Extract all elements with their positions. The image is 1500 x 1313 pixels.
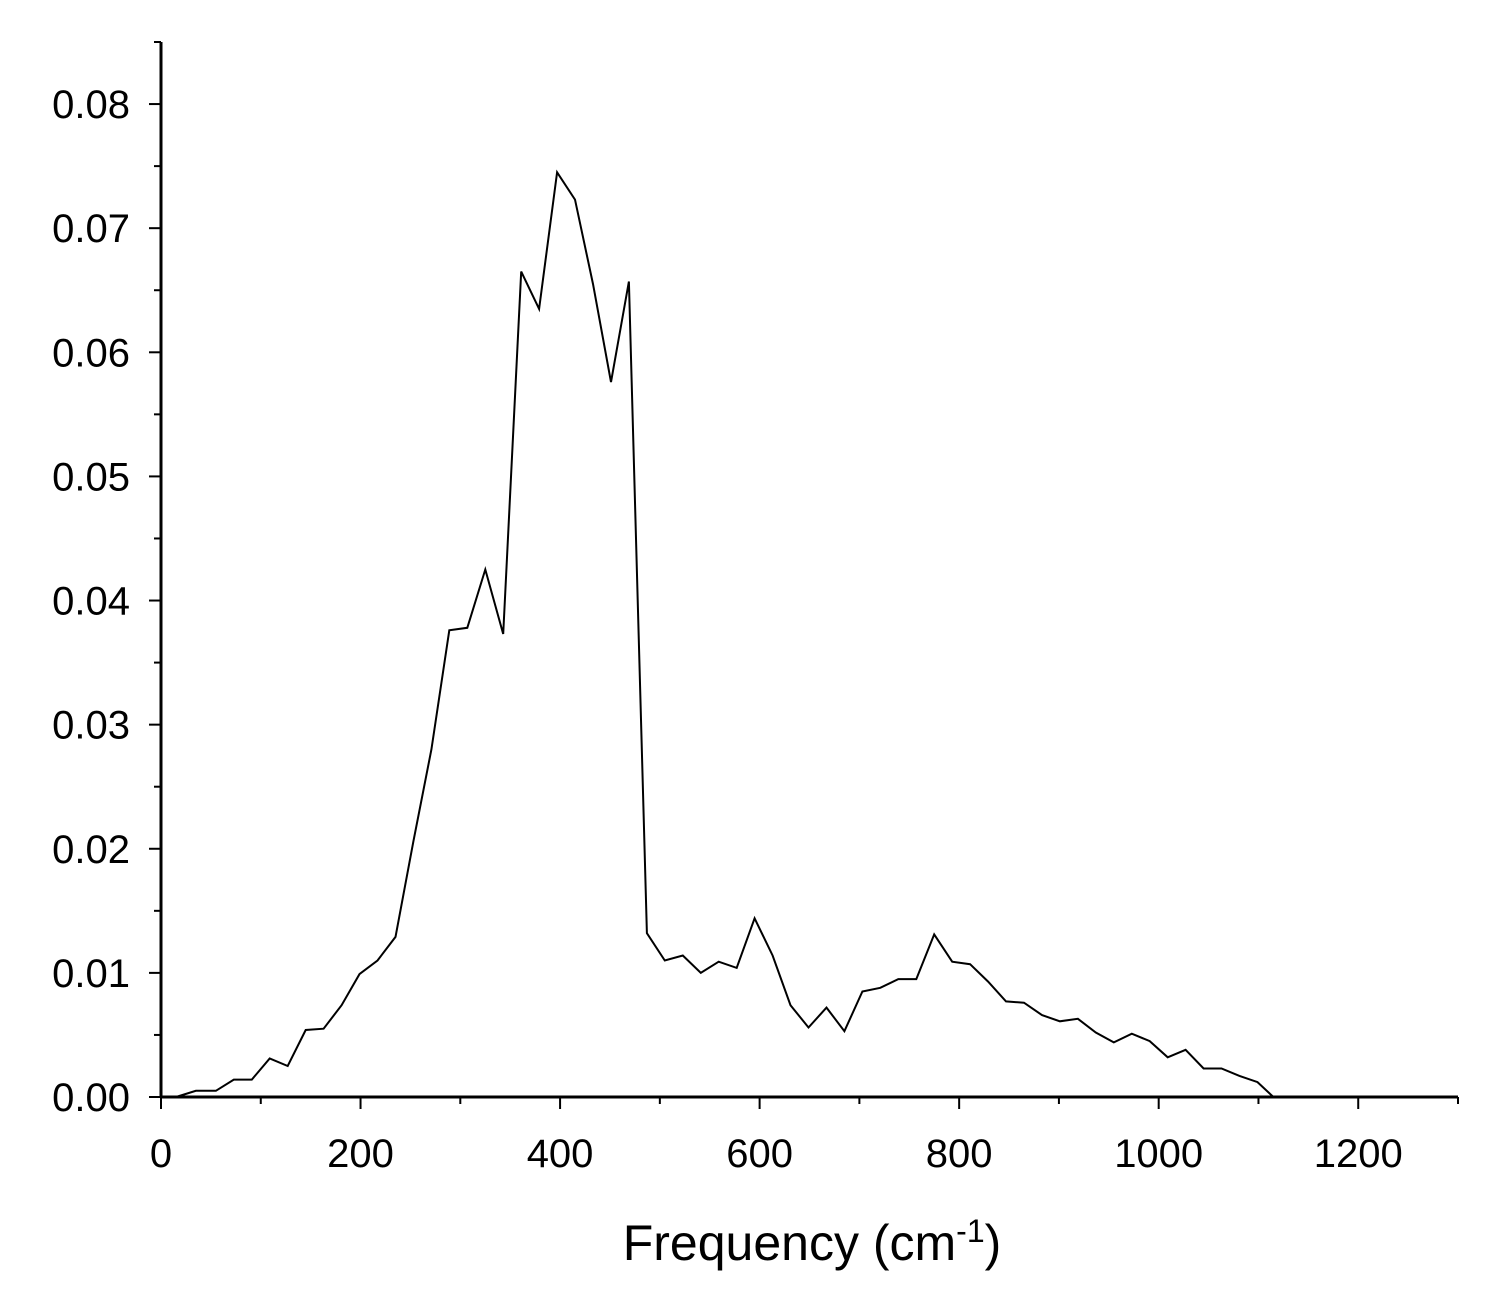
y-tick-label: 0.08: [52, 83, 130, 127]
x-tick-label: 800: [926, 1132, 993, 1176]
x-tick-label: 1000: [1114, 1132, 1203, 1176]
x-tick-label: 600: [726, 1132, 793, 1176]
spectrum-line: [175, 169, 1275, 1098]
x-axis-title-superscript: -1: [956, 1213, 984, 1249]
x-axis-title-suffix: ): [985, 1215, 1002, 1271]
y-tick-label: 0.00: [52, 1076, 130, 1120]
y-ticks: [149, 41, 161, 1098]
x-tick-label: 0: [150, 1132, 172, 1176]
x-axis-title: Frequency (cm-1): [623, 1213, 1002, 1271]
y-tick-label: 0.06: [52, 331, 130, 375]
y-tick-label: 0.04: [52, 580, 130, 624]
x-axis-title-prefix: Frequency (cm: [623, 1215, 956, 1271]
plot-series: [175, 169, 1275, 1098]
x-tick-labels: 0 200 400 600 800 1000 1200: [150, 1132, 1403, 1176]
y-axis: 0.00 0.01 0.02 0.03 0.04 0.05 0.06 0.07 0.08: [52, 41, 163, 1120]
x-tick-label: 400: [527, 1132, 594, 1176]
y-tick-labels: 0.00 0.01 0.02 0.03 0.04 0.05 0.06 0.07 0.08: [52, 83, 130, 1120]
y-tick-label: 0.03: [52, 704, 130, 748]
x-axis: 0 200 400 600 800 1000 1200: [150, 1095, 1459, 1176]
y-tick-label: 0.07: [52, 207, 130, 251]
x-tick-label: 1200: [1314, 1132, 1403, 1176]
x-tick-label: 200: [327, 1132, 394, 1176]
x-ticks: [160, 1097, 1459, 1109]
y-tick-label: 0.02: [52, 828, 130, 872]
y-tick-label: 0.01: [52, 952, 130, 996]
y-tick-label: 0.05: [52, 455, 130, 499]
